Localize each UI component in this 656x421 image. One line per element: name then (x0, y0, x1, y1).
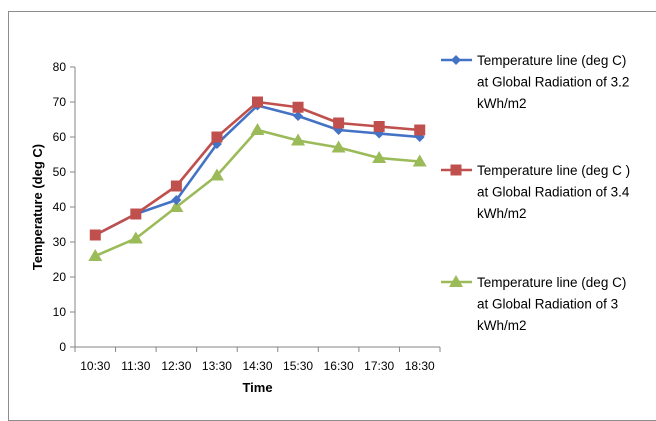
legend-entry-3: Temperature line (deg C) at Global Radiat… (441, 275, 626, 333)
series-layer (88, 96, 427, 262)
x-tick-label: 17:30 (364, 359, 394, 373)
legend-label: kWh/m2 (477, 318, 527, 333)
data-point (170, 180, 182, 192)
line-chart: 0 10 20 30 40 50 60 70 80 10:30 11:30 12:30 13:30 14:… (30, 53, 630, 395)
legend-label: at Global Radiation of 3.2 (477, 75, 629, 90)
data-point (252, 96, 263, 108)
legend-label: Temperature line (deg C ) (477, 163, 630, 178)
data-point (292, 101, 304, 113)
x-tick-label: 12:30 (161, 359, 191, 373)
y-tick-label: 60 (53, 130, 67, 144)
legend-label: Temperature line (deg C) (477, 275, 626, 290)
data-point (209, 168, 224, 181)
legend-label: kWh/m2 (477, 96, 527, 111)
data-point (414, 124, 426, 136)
legend: Temperature line (deg C) at Global Radiat… (441, 53, 630, 333)
series-line (94, 100, 420, 237)
x-tick-label: 15:30 (283, 359, 313, 373)
y-tick-label: 40 (53, 200, 67, 214)
data-point (130, 208, 142, 220)
x-tick-label: 14:30 (242, 359, 272, 373)
data-point (169, 200, 184, 213)
data-point (211, 131, 223, 143)
legend-marker (450, 164, 462, 176)
legend-label: at Global Radiation of 3 (477, 297, 618, 312)
legend-label: Temperature line (deg C) (477, 53, 626, 68)
data-point (128, 231, 143, 244)
y-tick-label: 0 (59, 340, 66, 354)
x-tick-label: 11:30 (121, 359, 150, 373)
data-point (250, 123, 265, 136)
x-tick-label: 10:30 (80, 359, 110, 373)
series-3 (88, 123, 427, 262)
legend-entry-1: Temperature line (deg C) at Global Radiat… (441, 53, 629, 111)
data-point (333, 117, 345, 129)
x-tick-label: 13:30 (202, 359, 232, 373)
legend-label: kWh/m2 (477, 206, 527, 221)
data-point (372, 151, 387, 164)
y-tick-label: 30 (53, 235, 67, 249)
axes (70, 66, 441, 352)
data-point (88, 249, 103, 262)
y-tick-label: 10 (53, 305, 67, 319)
series-line (94, 128, 420, 258)
legend-marker (451, 55, 461, 65)
y-tick-label: 80 (53, 60, 67, 74)
y-tick-label: 20 (53, 270, 67, 284)
y-tick-label: 70 (53, 95, 67, 109)
data-point (373, 121, 385, 132)
series-2 (89, 96, 426, 241)
legend-label: at Global Radiation of 3.4 (477, 185, 630, 200)
data-point (293, 111, 304, 121)
x-tick-label: 18:30 (405, 359, 435, 373)
data-point (331, 140, 346, 153)
chart-frame (8, 11, 656, 421)
data-point (291, 133, 306, 146)
data-point (171, 195, 182, 205)
data-point (89, 229, 101, 241)
y-axis-title: Temperature (deg C) (30, 144, 45, 270)
legend-marker (449, 275, 463, 288)
tick-labels: 0 10 20 30 40 50 60 70 80 10:30 11:30 12:30 13:30 14:… (53, 60, 435, 373)
data-point (412, 154, 427, 167)
x-tick-label: 16:30 (324, 359, 354, 373)
x-axis-title: Time (242, 380, 272, 395)
legend-entry-2: Temperature line (deg C ) at Global Radia… (441, 163, 630, 221)
y-tick-label: 50 (53, 165, 67, 179)
